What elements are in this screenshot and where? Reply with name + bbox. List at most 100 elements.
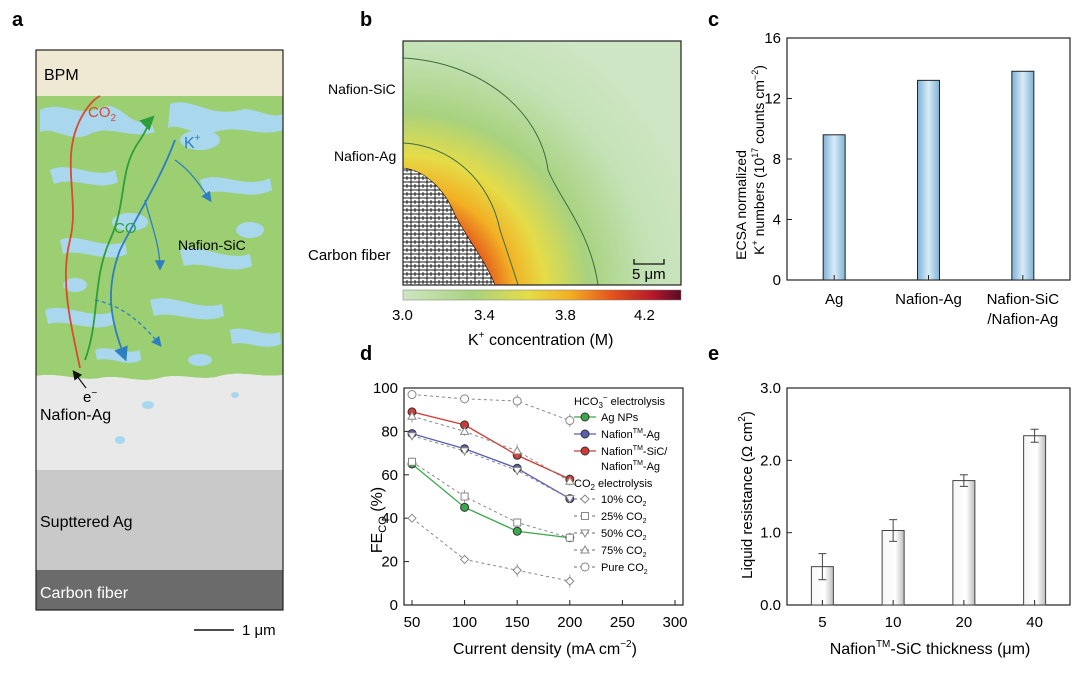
chart-d-marker (407, 513, 417, 523)
nafion-ag-pores (115, 392, 239, 444)
chart-d-xtick-label: 250 (610, 614, 635, 631)
chart-d-marker (581, 512, 589, 520)
chart-e-ytick-label: 2.0 (760, 452, 781, 469)
panel-label-e: e (708, 343, 719, 365)
k-branch-1 (174, 159, 212, 203)
chart-d-ytick-label: 20 (381, 554, 398, 571)
chart-c-bar (822, 134, 846, 281)
chart-d-marker (580, 446, 590, 456)
chart-c-bar (1011, 70, 1035, 281)
chart-d-legend-label: NafionTM-SiC/ (601, 445, 668, 458)
chart-c-ytick-label: 12 (764, 91, 781, 108)
nafion-sic-label: Nafion-SiC (178, 237, 246, 253)
chart-d-legend-label: Pure CO2 (601, 562, 648, 576)
chart-d-ytick-label: 80 (381, 423, 398, 440)
chart-d-series-line (411, 463, 570, 539)
map-scale-bar (633, 259, 665, 265)
co-path (84, 115, 155, 361)
chart-d-series-line (411, 432, 571, 500)
chart-d-marker (565, 576, 575, 586)
panel-label-b: b (360, 9, 372, 31)
chart-d-ytick-label: 40 (381, 510, 398, 527)
chart-d-xtick-label: 150 (505, 614, 530, 631)
map-scale-label: 5 μm (632, 266, 666, 283)
chart-e-xlabel: NafionTM-SiC thickness (μm) (830, 639, 1031, 658)
chart-c-ytick-label: 16 (764, 30, 781, 47)
colorbar-tick-0: 3.0 (392, 307, 413, 324)
colorbar-tick-2: 3.8 (555, 307, 576, 324)
chart-e-ylabel: Liquid resistance (Ω cm2) (737, 411, 756, 579)
chart-d-ylabel: FECO (%) (369, 487, 389, 553)
chart-d-marker (580, 544, 590, 554)
chart-c-category-label: Nafion-SiC (987, 291, 1060, 308)
contour-nafion-ag (403, 142, 519, 285)
chart-e-category-label: 20 (956, 614, 973, 631)
chart-d-series-line (411, 394, 570, 422)
k-path (110, 139, 176, 362)
chart-d-legend-label: 75% CO2 (601, 545, 647, 559)
concentration-map (403, 41, 681, 285)
chart-d-series-line (411, 461, 570, 539)
chart-d-marker (512, 526, 522, 536)
layer-label-carbon-fiber: Carbon fiber (40, 585, 129, 602)
schematic (36, 50, 283, 610)
chart-e-bar (1023, 435, 1047, 606)
chart-d-marker (512, 565, 522, 575)
chart-d-marker (565, 416, 575, 426)
chart-d-marker (512, 466, 523, 476)
chart-c-ylabel-line2: K+ numbers (1017 counts cm−2) (750, 65, 767, 255)
chart-d-series-line (411, 517, 570, 582)
water-channels (40, 102, 283, 366)
chart-c-ytick-label: 4 (773, 212, 781, 229)
chart-fe-co: FECO (%) Current density (mA cm−2) HCO3−… (369, 380, 688, 658)
chart-liquid-resistance: Liquid resistance (Ω cm2) NafionTM-SiC t… (737, 380, 1071, 658)
chart-d-series-line (411, 415, 571, 482)
chart-c-ytick-label: 0 (773, 272, 781, 289)
chart-d-xlabel: Current density (mA cm−2) (453, 639, 637, 658)
colorbar-tick-1: 3.4 (474, 307, 495, 324)
chart-d-legend-label: NafionTM-Ag (601, 428, 660, 441)
chart-e-category-label: 5 (818, 614, 826, 631)
chart-ecsa-k-numbers: ECSA normalized K+ numbers (1017 counts … (733, 30, 1071, 328)
chart-d-ytick-label: 100 (373, 380, 398, 397)
chart-d-marker (408, 457, 416, 466)
co-label: CO (114, 220, 137, 237)
chart-d-marker (459, 554, 470, 565)
chart-e-bar (952, 480, 976, 606)
chart-e-category-label: 10 (885, 614, 902, 631)
chart-d-ytick-label: 0 (390, 597, 398, 614)
map-label-nafion-sic: Nafion-SiC (328, 81, 396, 97)
chart-d-marker (580, 412, 590, 422)
chart-e-ytick-label: 0.0 (760, 597, 781, 614)
chart-d-frame (403, 387, 684, 606)
chart-d-legend-label: 25% CO2 (601, 511, 647, 525)
layer-sputtered-ag (36, 470, 283, 570)
layer-label-bpm: BPM (44, 67, 79, 84)
legend-title-hco3: HCO3− electrolysis (574, 393, 666, 410)
layer-label-nafion-ag: Nafion-Ag (40, 407, 111, 424)
map-label-carbon-fiber: Carbon fiber (308, 247, 391, 264)
chart-e-ytick-label: 3.0 (760, 380, 781, 397)
chart-d-marker (460, 394, 470, 404)
layer-carbon-fiber (36, 570, 283, 610)
schematic-frame (35, 49, 284, 611)
chart-d-marker (564, 476, 575, 485)
schematic-scale-label: 1 μm (242, 622, 276, 639)
chart-d-marker (407, 411, 417, 420)
chart-d-marker (460, 492, 469, 501)
chart-d-legend-label-line2: NafionTM-Ag (601, 460, 660, 473)
chart-d-marker (459, 447, 470, 456)
chart-d-series-line (411, 411, 571, 480)
chart-d-marker (565, 533, 574, 542)
chart-c-category-label: Nafion-Ag (895, 291, 962, 308)
chart-c-ylabel-line1: ECSA normalized (733, 150, 749, 260)
chart-d-legend-label: Ag NPs (601, 412, 639, 424)
k-branch-3 (94, 299, 162, 348)
layer-label-sputtered-ag: Supttered Ag (40, 514, 133, 531)
chart-e-ytick-label: 1.0 (760, 525, 781, 542)
k-branch-2 (144, 199, 166, 271)
chart-d-marker (513, 518, 522, 527)
colorbar (402, 289, 682, 301)
map-frame (402, 40, 682, 286)
